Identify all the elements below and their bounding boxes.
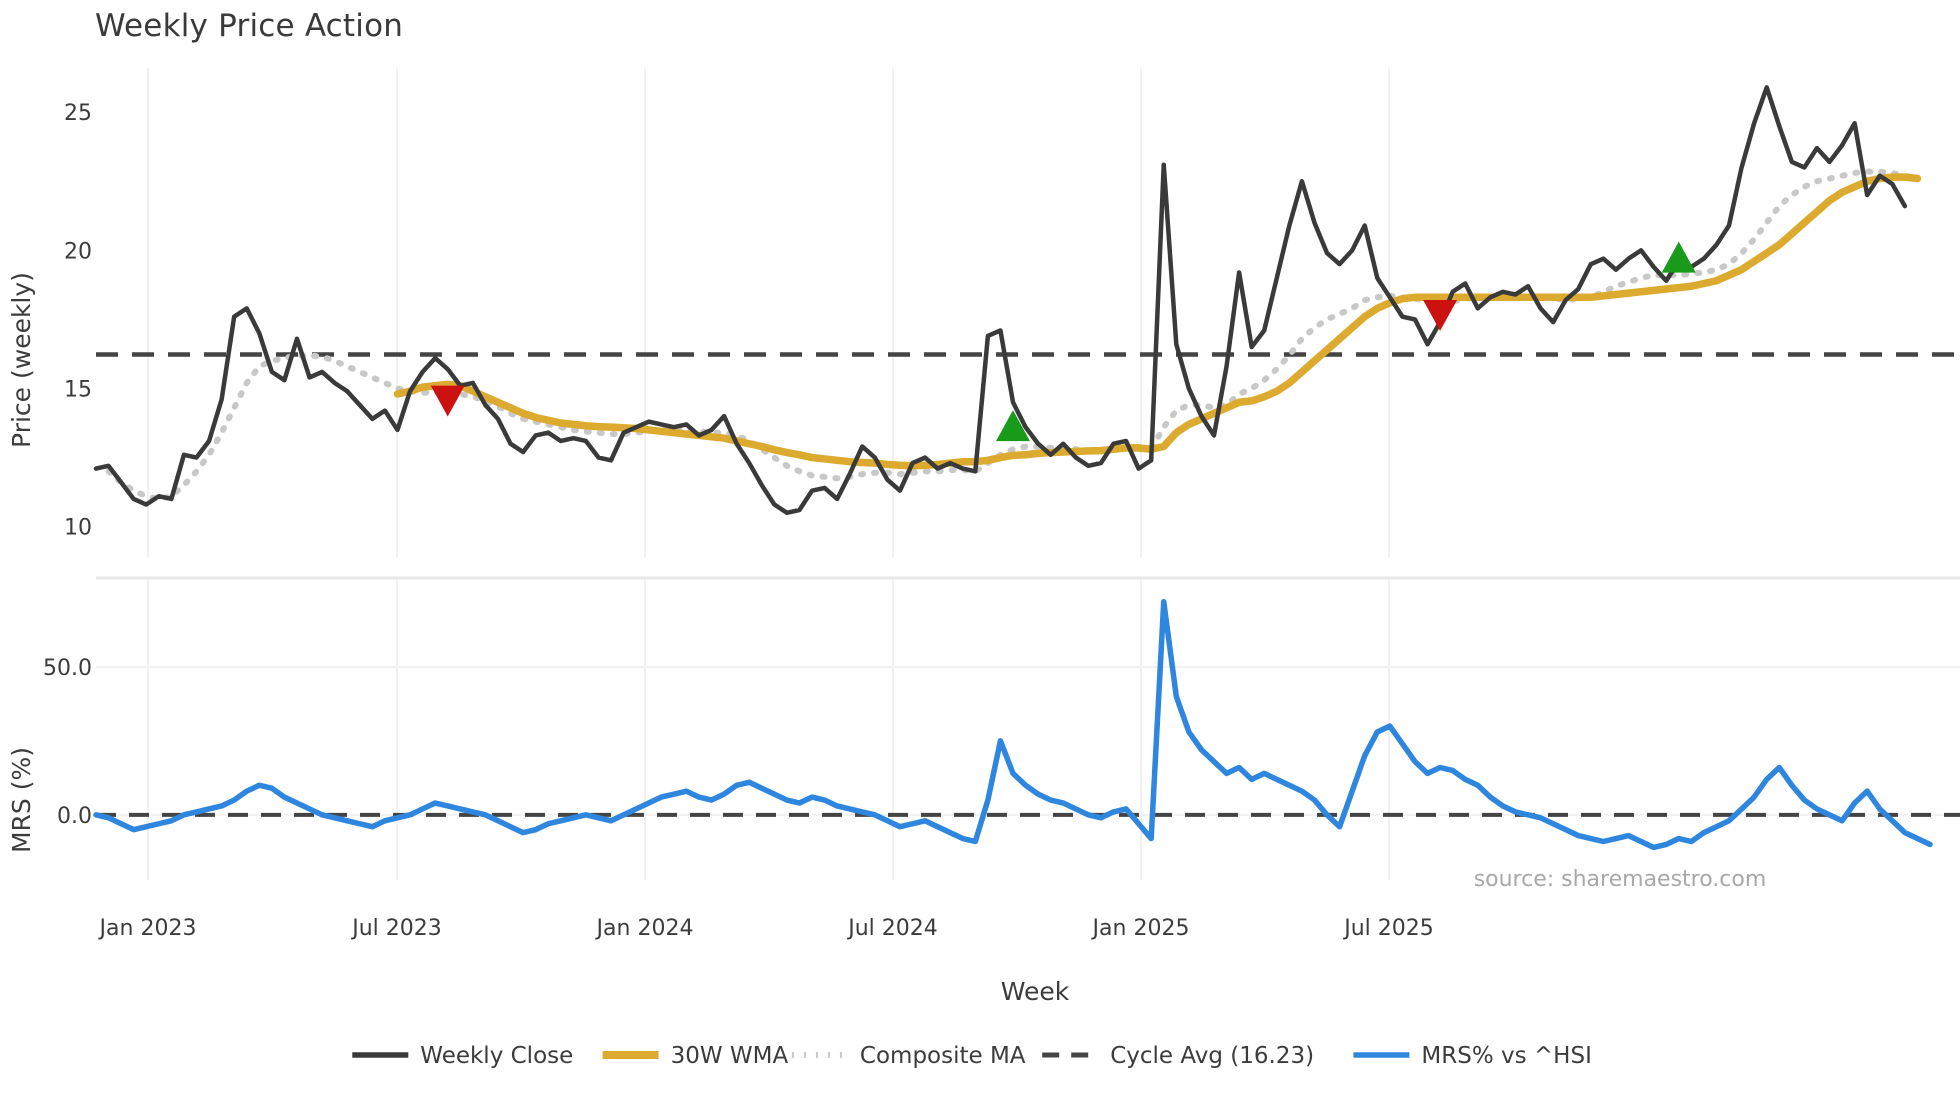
legend-label: Cycle Avg (16.23)	[1110, 1043, 1314, 1069]
series-mrs-vs-hsi	[93, 598, 1933, 851]
legend-item-mrs-vs-hsi[interactable]: MRS% vs ^HSI	[1353, 1043, 1592, 1069]
buy-signal-marker-3[interactable]	[1661, 241, 1696, 273]
source-watermark: source: sharemaestro.com	[1474, 867, 1767, 892]
x-tick-3: Jul 2024	[846, 916, 938, 941]
x-tick-0: Jan 2023	[98, 916, 197, 941]
signal-markers	[430, 241, 1696, 442]
chart-legend: Weekly Close 30W WMA Composite MA Cycle Avg…	[352, 1043, 1592, 1069]
legend-label: 30W WMA	[671, 1043, 789, 1069]
buy-signal-marker-1[interactable]	[996, 410, 1030, 442]
legend-item-weekly-close[interactable]: Weekly Close	[352, 1043, 573, 1069]
series-30w-wma	[393, 173, 1922, 470]
price-ytick-3: 10	[64, 516, 92, 541]
legend-item-cycle-avg-16-23-[interactable]: Cycle Avg (16.23)	[1042, 1043, 1314, 1069]
price-ytick-1: 20	[64, 239, 92, 264]
legend-label: Composite MA	[860, 1043, 1026, 1069]
mrs-ytick-0: 50.0	[43, 656, 92, 681]
mrs-ytick-1: 0.0	[57, 804, 92, 829]
price-y-axis-label: Price (weekly)	[7, 272, 36, 448]
legend-label: MRS% vs ^HSI	[1421, 1043, 1591, 1069]
x-tick-4: Jan 2025	[1091, 916, 1190, 941]
x-axis: Jan 2023 Jul 2023 Jan 2024 Jul 2024 Jan 2025…	[98, 916, 1434, 941]
page-title: Weekly Price Action	[95, 8, 404, 44]
sell-signal-marker-2[interactable]	[1423, 299, 1458, 331]
price-ytick-2: 15	[64, 377, 92, 402]
legend-item-composite-ma[interactable]: Composite MA	[791, 1043, 1026, 1069]
x-tick-5: Jul 2025	[1342, 916, 1434, 941]
x-tick-2: Jan 2024	[595, 916, 694, 941]
legend-label: Weekly Close	[420, 1043, 573, 1069]
legend-item-30w-wma[interactable]: 30W WMA	[602, 1043, 789, 1069]
x-tick-1: Jul 2023	[350, 916, 442, 941]
price-axis: 25 20 15 10	[64, 101, 1960, 541]
x-axis-label: Week	[1001, 977, 1070, 1006]
price-ytick-0: 25	[64, 101, 92, 126]
sell-signal-marker-0[interactable]	[430, 385, 465, 417]
price-series	[93, 85, 1922, 516]
mrs-subplot: 50.0 0.0	[43, 576, 1960, 851]
mrs-y-axis-label: MRS (%)	[7, 747, 36, 853]
series-weekly-close	[93, 85, 1908, 516]
